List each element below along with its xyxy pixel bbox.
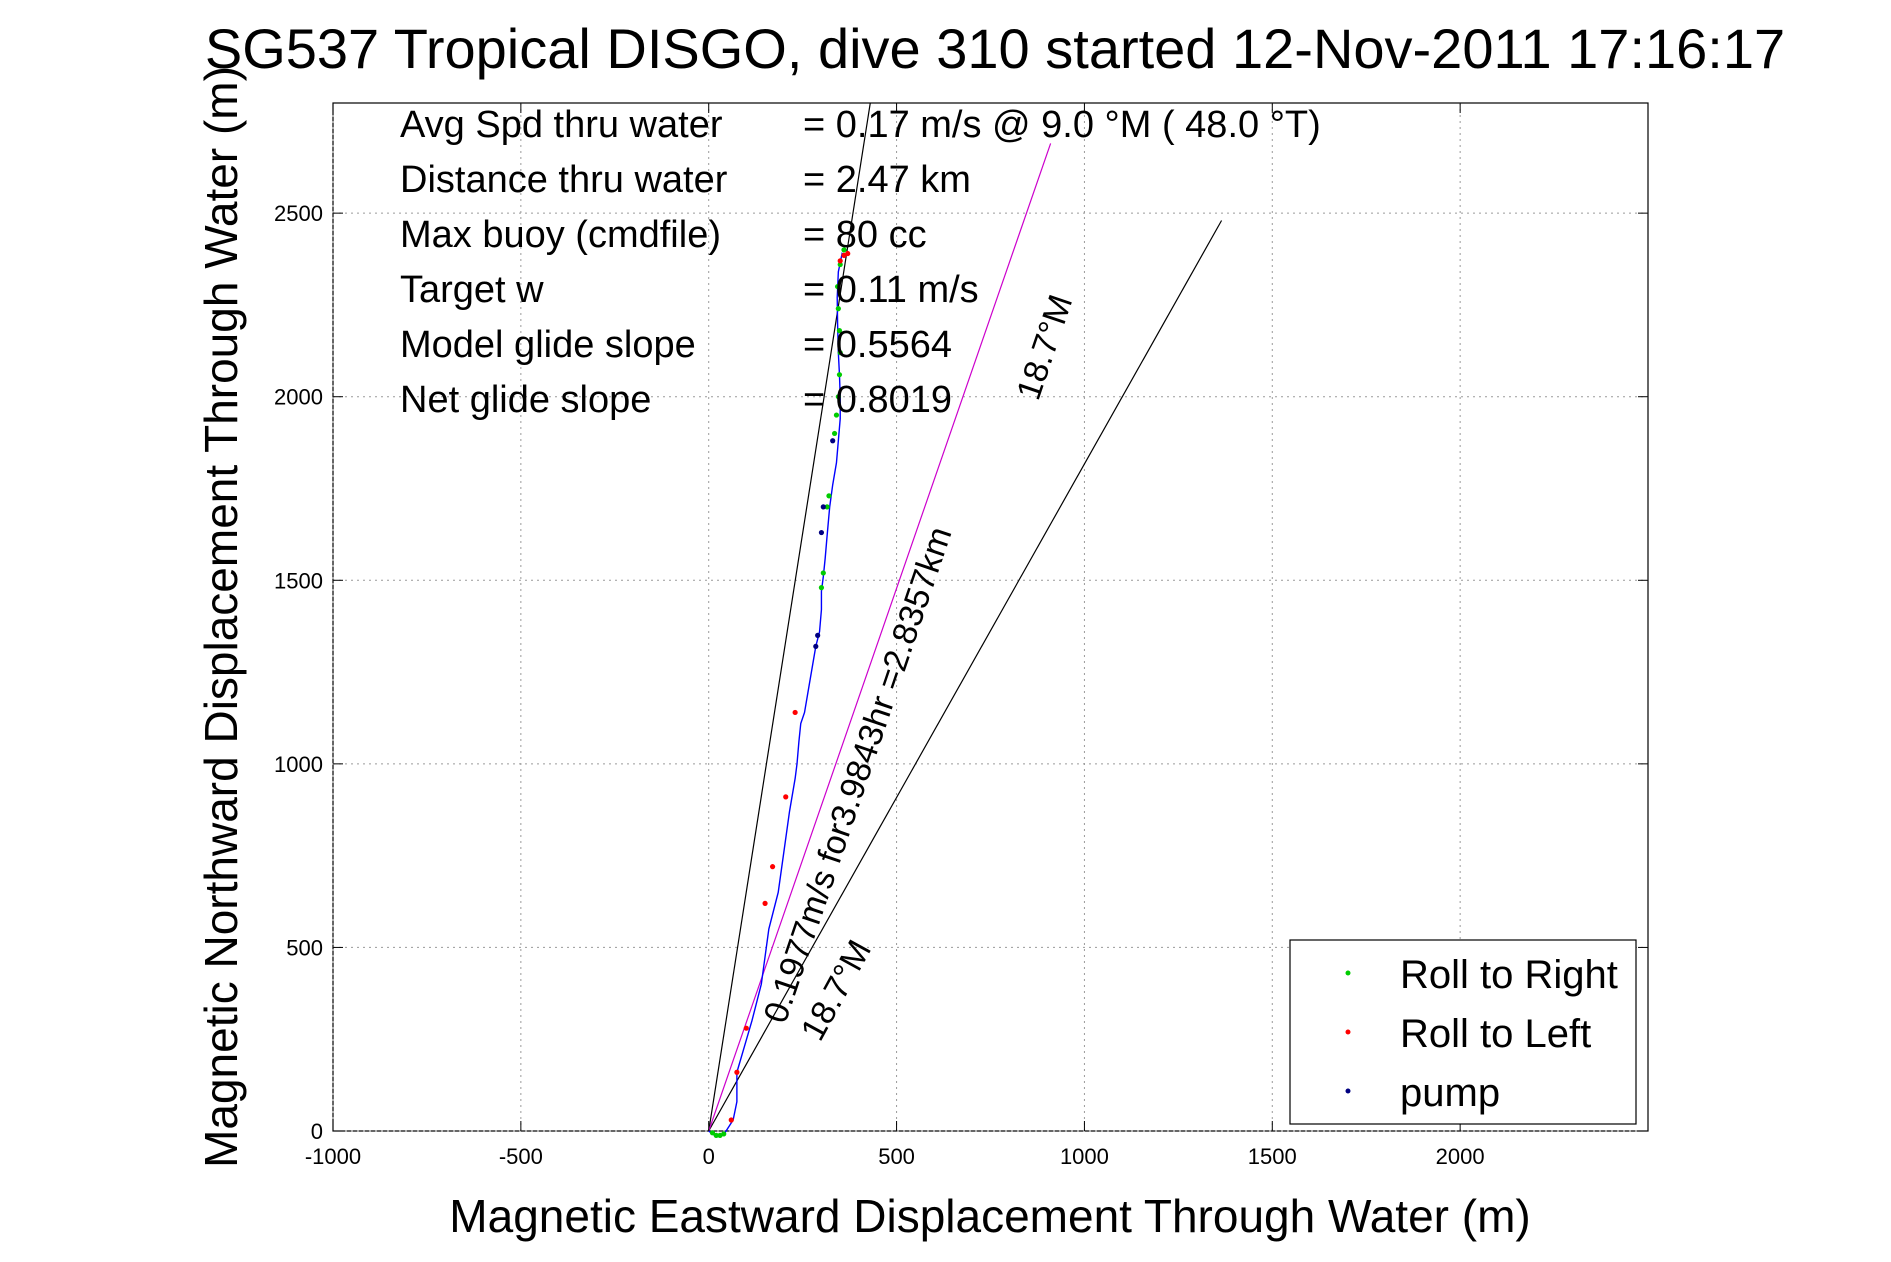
x-tick-label: 1000: [1060, 1144, 1109, 1169]
x-tick-label: -1000: [305, 1144, 361, 1169]
y-tick-label: 2500: [274, 201, 323, 226]
point-roll-to-right: [824, 504, 830, 510]
legend-label-roll-left: Roll to Left: [1400, 1012, 1591, 1056]
stat-value: = 0.8019: [803, 379, 952, 421]
legend-marker-pump: [1345, 1088, 1351, 1094]
dots-layer: [709, 247, 851, 1139]
stat-label: Max buoy (cmdfile): [400, 214, 721, 256]
point-roll-to-left: [743, 1025, 749, 1031]
point-roll-to-right: [834, 283, 841, 290]
point-pump: [818, 529, 825, 536]
point-roll-to-right: [709, 1130, 716, 1136]
point-pump: [820, 504, 826, 510]
legend-marker-roll-right: [1345, 970, 1351, 976]
series-cone-right: [708, 220, 1223, 1132]
stat-value: = 2.47 km: [803, 159, 971, 201]
legend-marker-roll-left: [1345, 1029, 1351, 1035]
point-roll-to-right: [831, 430, 838, 437]
y-tick-label: 1000: [274, 752, 323, 777]
point-roll-to-right: [835, 394, 841, 400]
point-roll-to-right: [836, 372, 843, 378]
point-pump: [815, 632, 821, 638]
point-roll-to-right: [818, 585, 825, 591]
x-tick-label: 0: [703, 1144, 715, 1169]
x-axis-label: Magnetic Eastward Displacement Through W…: [449, 1190, 1530, 1242]
stat-value: = 80 cc: [803, 214, 927, 256]
y-tick-label: 0: [311, 1119, 323, 1144]
point-roll-to-left: [728, 1117, 734, 1123]
point-roll-to-left: [762, 900, 768, 906]
legend: Roll to Right Roll to Left pump: [1289, 939, 1637, 1125]
point-roll-to-right: [713, 1132, 719, 1139]
chart-title: SG537 Tropical DISGO, dive 310 started 1…: [205, 17, 1785, 80]
point-roll-to-left: [783, 794, 789, 800]
series-magenta-line: [708, 143, 1052, 1132]
stat-label: Target w: [400, 269, 544, 311]
y-axis-label: Magnetic Northward Displacement Through …: [195, 66, 247, 1168]
tick-layer: -1000 -500 0 500 1000 1500 2000 0 500 1000 1500 200…: [274, 103, 1648, 1169]
point-roll-to-left: [845, 250, 851, 257]
point-roll-to-left: [792, 709, 798, 716]
point-roll-to-left: [769, 864, 776, 870]
point-roll-to-right: [836, 328, 843, 334]
stat-label: Model glide slope: [400, 324, 696, 366]
series-cone-left: [708, 102, 871, 1132]
stats-block: Avg Spd thru water = 0.17 m/s @ 9.0 °M (…: [400, 104, 1321, 421]
stat-label: Net glide slope: [400, 379, 651, 421]
y-tick-label: 1500: [274, 568, 323, 593]
y-tick-label: 500: [286, 935, 323, 960]
point-roll-to-right: [841, 247, 847, 253]
x-tick-label: -500: [499, 1144, 543, 1169]
x-tick-label: 1500: [1248, 1144, 1297, 1169]
track-layer: [708, 252, 847, 1138]
stat-value: = 0.5564: [803, 324, 952, 366]
point-roll-to-left: [734, 1069, 740, 1075]
stat-value: = 0.11 m/s: [803, 269, 979, 311]
point-roll-to-right: [820, 570, 826, 576]
point-roll-to-right: [837, 350, 843, 356]
stat-value: = 0.17 m/s @ 9.0 °M ( 48.0 °T): [803, 104, 1321, 146]
stat-label: Avg Spd thru water: [400, 104, 723, 146]
y-tick-label: 2000: [274, 385, 323, 410]
point-roll-to-right: [835, 306, 841, 312]
legend-label-roll-right: Roll to Right: [1400, 953, 1618, 997]
series-track-line: [708, 252, 847, 1138]
point-roll-to-right: [837, 261, 843, 268]
cone-layer: [708, 102, 1223, 1132]
x-tick-label: 500: [878, 1144, 915, 1169]
point-roll-to-left: [837, 258, 843, 264]
x-tick-label: 2000: [1436, 1144, 1485, 1169]
point-roll-to-right: [833, 412, 840, 418]
point-pump: [813, 643, 819, 649]
point-roll-to-right: [721, 1131, 727, 1137]
point-roll-to-right: [826, 493, 832, 499]
stat-label: Distance thru water: [400, 159, 728, 201]
point-pump: [830, 438, 836, 444]
legend-label-pump: pump: [1400, 1071, 1500, 1115]
